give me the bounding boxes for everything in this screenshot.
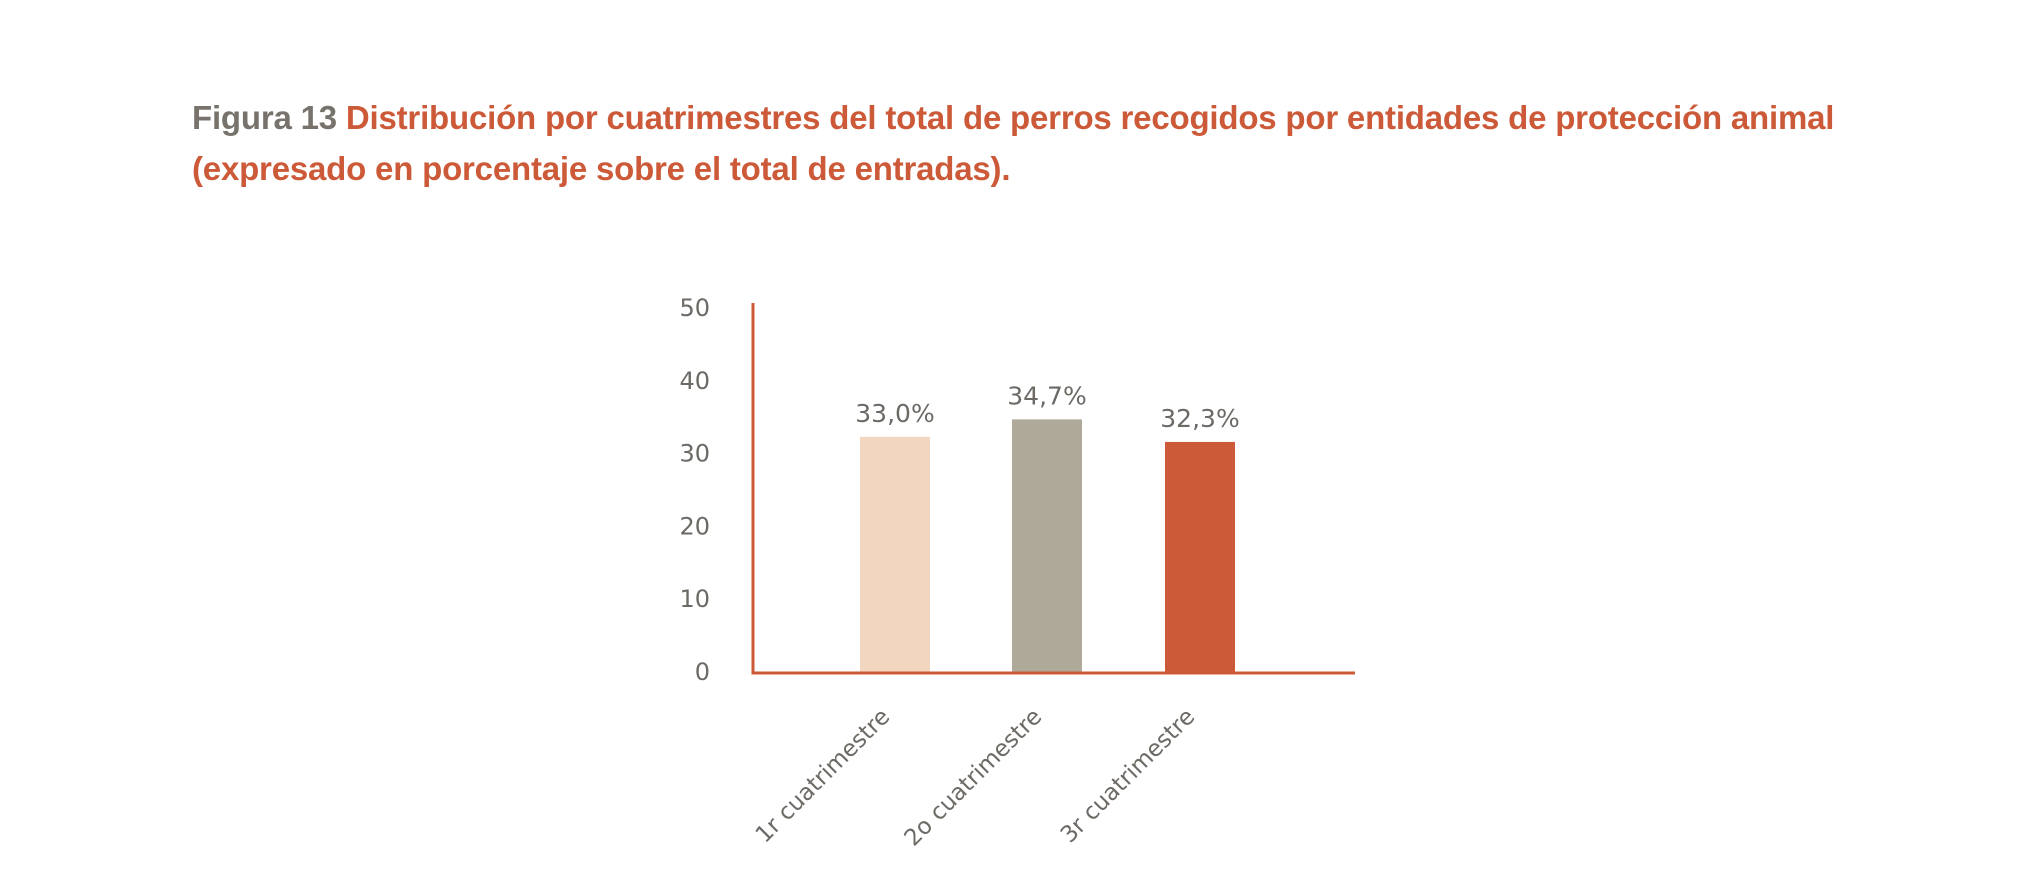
figure-label: Figura 13 [192,99,337,136]
bar-data-label: 34,7% [1007,381,1086,410]
x-category-label: 3r cuatrimestre [1056,704,1200,848]
bar-data-label: 32,3% [1160,404,1239,433]
y-tick-label: 50 [679,294,710,322]
y-tick-label: 20 [679,512,710,540]
y-tick-label: 10 [679,585,710,613]
y-tick-label: 0 [695,658,710,686]
bar [1165,441,1235,672]
figure-caption: Figura 13 Distribución por cuatrimestres… [192,92,1892,194]
y-axis-ticks: 0 10 20 30 40 50 [679,294,710,686]
y-tick-label: 40 [679,367,710,395]
x-category-label: 2o cuatrimestre [900,704,1048,852]
bars [860,419,1235,672]
bar-data-label: 33,0% [855,399,934,428]
figure-title: Distribución por cuatrimestres del total… [192,99,1835,187]
x-category-label: 1r cuatrimestre [751,704,895,848]
category-labels: 1r cuatrimestre 2o cuatrimestre 3r cuatrim… [751,704,1200,852]
y-tick-label: 30 [679,440,710,468]
data-labels: 33,0% 34,7% 32,3% [855,381,1239,433]
axes [751,303,1355,675]
bar [860,436,930,672]
bar [1012,419,1082,672]
